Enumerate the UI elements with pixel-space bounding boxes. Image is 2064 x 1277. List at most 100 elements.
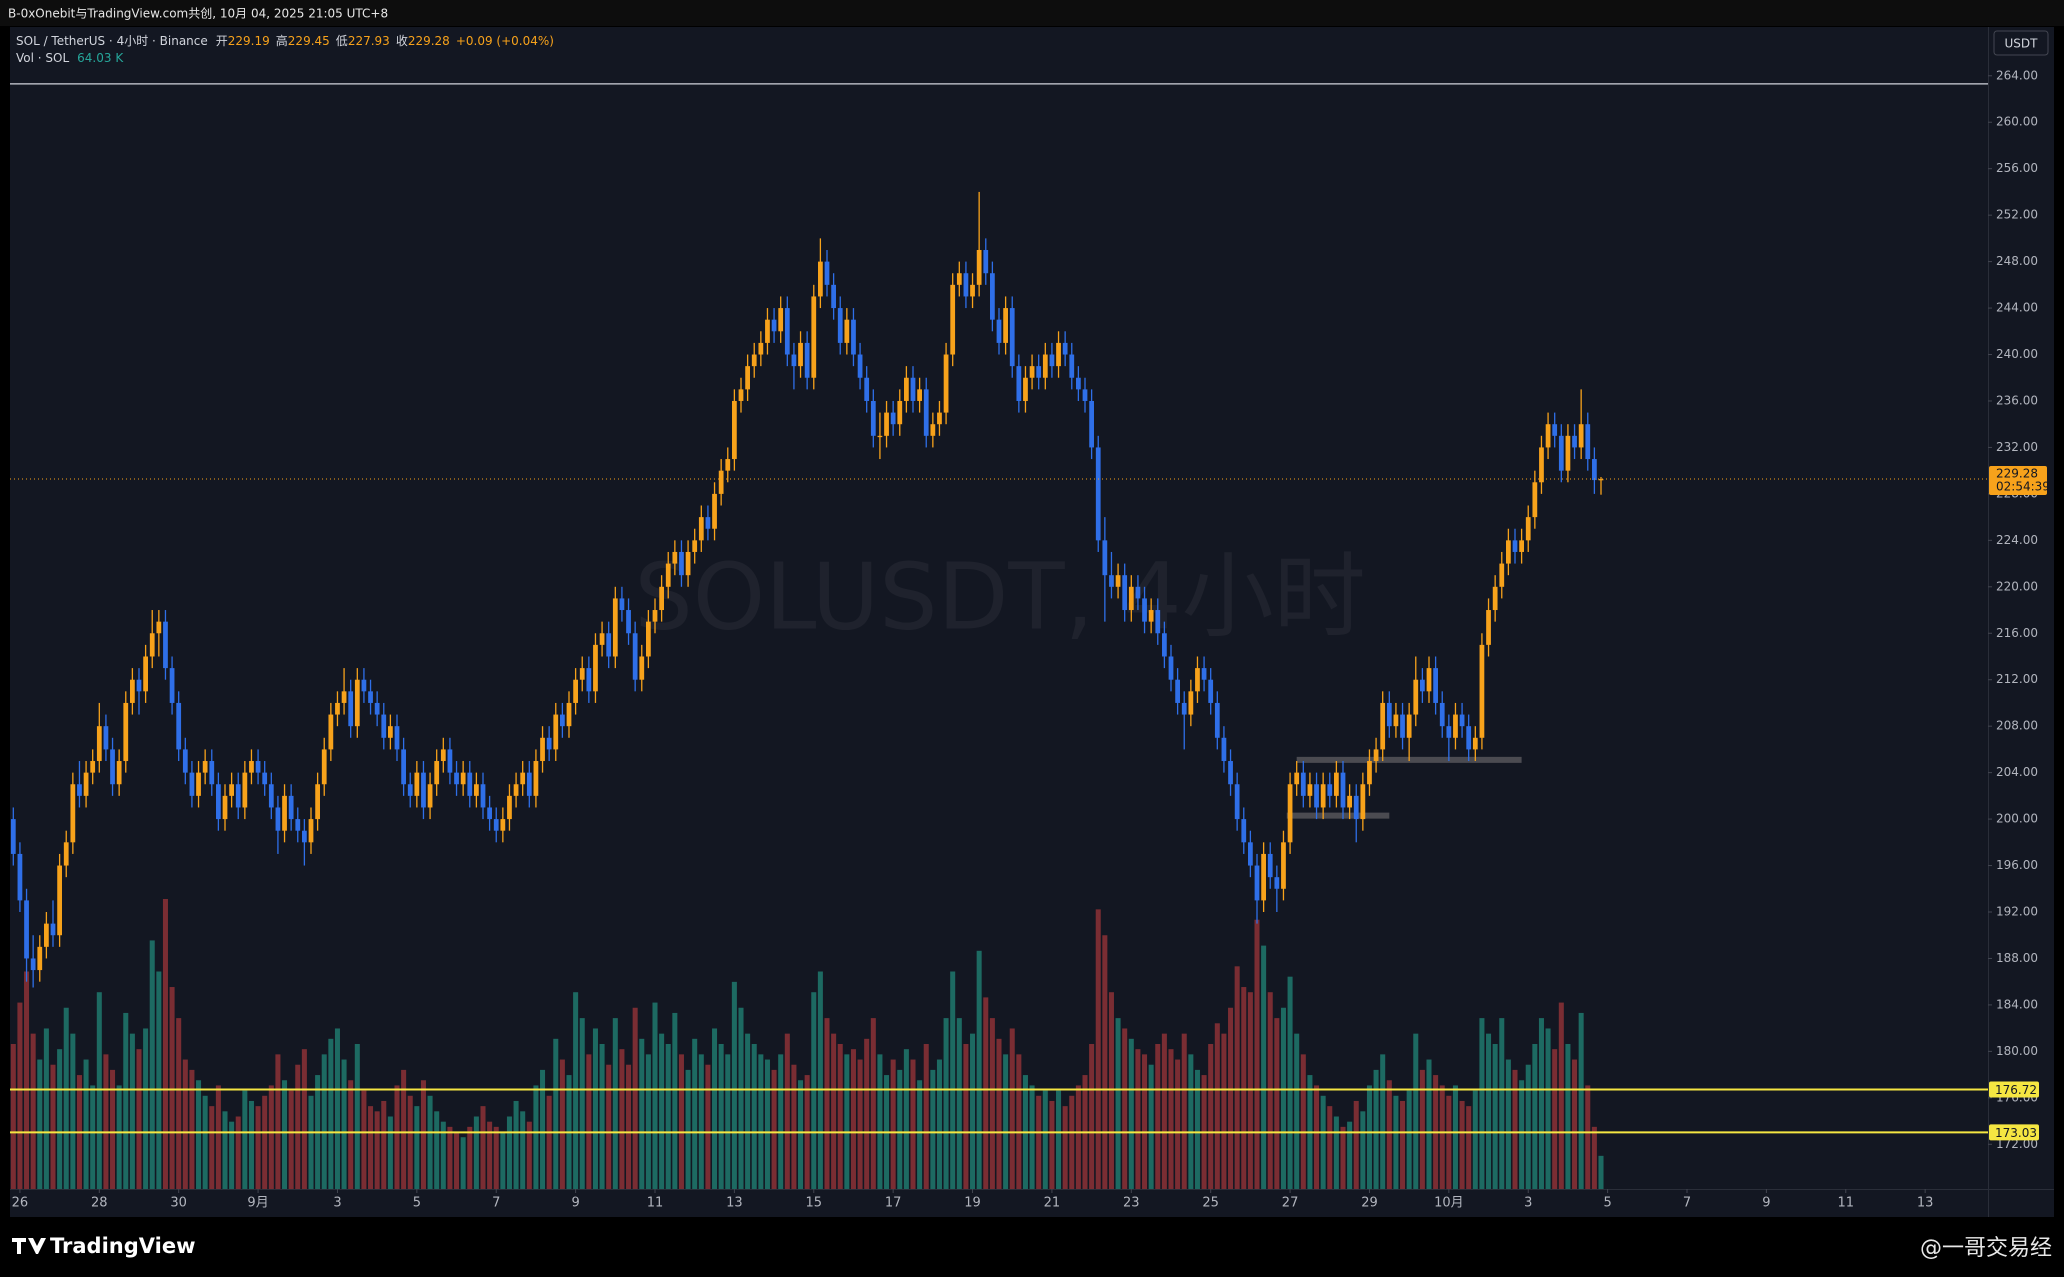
x-tick-label: 9: [571, 1196, 579, 1211]
volume-bar: [57, 1049, 63, 1189]
volume-bar: [374, 1111, 380, 1189]
candle-body: [950, 284, 956, 355]
y-tick-label: 236.00: [1996, 393, 2038, 407]
volume-bar: [1479, 1018, 1485, 1189]
candle-body: [1585, 424, 1591, 460]
price-label: 173.03: [1995, 1126, 2037, 1140]
volume-bar: [460, 1137, 466, 1189]
volume-bar: [348, 1080, 354, 1189]
volume-bar: [222, 1111, 228, 1189]
x-tick-label: 27: [1282, 1196, 1299, 1211]
candle-body: [560, 714, 565, 727]
volume-bar: [764, 1059, 770, 1189]
candle-body: [1175, 679, 1180, 703]
volume-bar: [1459, 1100, 1465, 1189]
volume-bar: [1234, 966, 1240, 1189]
volume-bar: [1585, 1085, 1591, 1189]
volume-bar: [1419, 1069, 1425, 1189]
candle-body: [1248, 842, 1253, 866]
volume-bar: [235, 1116, 241, 1189]
candle-body: [837, 308, 843, 343]
volume-bar: [295, 1064, 301, 1189]
caption: B-0xOnebit与TradingView.com共创, 10月 04, 20…: [8, 7, 388, 21]
candle-body: [725, 459, 731, 471]
candle-body: [1426, 668, 1432, 692]
candle-body: [354, 679, 360, 727]
candle-body: [1162, 633, 1167, 657]
currency-box: [1993, 30, 2049, 56]
candle-body: [718, 470, 724, 494]
volume-bar: [149, 940, 155, 1189]
volume-bar: [533, 1085, 539, 1189]
candle-body: [910, 377, 916, 401]
top-bar: [0, 0, 2064, 26]
volume-bar: [1492, 1044, 1498, 1189]
volume-bar: [798, 1080, 804, 1189]
candle-body: [870, 400, 876, 436]
volume-bar: [1558, 1002, 1564, 1189]
y-tick-label: 180.00: [1996, 1044, 2038, 1058]
volume-bar: [513, 1100, 519, 1189]
volume-bar: [619, 1049, 625, 1189]
volume-bar: [718, 1044, 724, 1189]
candle-body: [341, 691, 347, 703]
x-tick-label: 25: [1202, 1196, 1219, 1211]
x-tick-label: 7: [492, 1196, 500, 1211]
candle-body: [771, 319, 777, 332]
candle-body: [381, 714, 387, 738]
candle-body: [1287, 784, 1293, 843]
volume-bar: [645, 1054, 651, 1189]
candle-body: [1598, 479, 1604, 481]
volume-bar: [1486, 1033, 1492, 1189]
candle-body: [1373, 749, 1379, 762]
volume-bar: [1241, 987, 1247, 1189]
candle-body: [182, 749, 188, 773]
volume-bar: [480, 1106, 486, 1189]
volume-bar: [837, 1044, 843, 1189]
y-tick-label: 188.00: [1996, 951, 2038, 965]
volume-bar: [1314, 1085, 1320, 1189]
volume-bar: [1128, 1038, 1134, 1189]
candle-body: [1406, 714, 1412, 738]
volume-bar: [1320, 1095, 1326, 1189]
candle-body: [943, 354, 949, 413]
volume-bar: [1029, 1085, 1035, 1189]
candle-body: [1294, 772, 1300, 785]
volume-bar: [520, 1111, 526, 1189]
candle-body: [1552, 424, 1558, 436]
volume-bar: [308, 1095, 314, 1189]
volume-bar: [196, 1080, 202, 1189]
legend-main: SOL / TetherUS · 4小时 · Binance 开229.19 高22…: [16, 33, 554, 48]
volume-bar: [1294, 1033, 1300, 1189]
volume-bar: [1446, 1095, 1452, 1189]
x-tick-label: 13: [726, 1196, 743, 1211]
candle-body: [798, 342, 803, 367]
low-value: 227.93: [348, 34, 390, 48]
volume-bar: [1572, 1059, 1578, 1189]
candle-body: [540, 737, 545, 762]
volume-bar: [43, 1028, 49, 1189]
x-tick-label: 3: [333, 1196, 341, 1211]
candle-body: [63, 842, 69, 866]
candle-body: [96, 726, 102, 762]
candle-body: [646, 621, 651, 657]
candle-body: [1234, 784, 1240, 820]
volume-bar: [1406, 1090, 1412, 1189]
candle-body: [804, 342, 810, 378]
candle-body: [566, 702, 572, 727]
volume-bar: [1274, 1018, 1280, 1189]
volume-bar: [626, 1064, 632, 1189]
candle-body: [513, 784, 519, 796]
candle-body: [1446, 726, 1452, 738]
volume-bar: [546, 1095, 552, 1189]
volume-bar: [110, 1069, 116, 1189]
candle-body: [156, 621, 162, 634]
volume-bar: [447, 1126, 453, 1189]
candle-body: [116, 761, 122, 785]
candle-body: [321, 749, 327, 785]
candle-body: [1360, 784, 1366, 820]
candle-body: [1023, 377, 1028, 401]
candle-body: [282, 795, 287, 831]
candle-body: [1334, 772, 1339, 796]
